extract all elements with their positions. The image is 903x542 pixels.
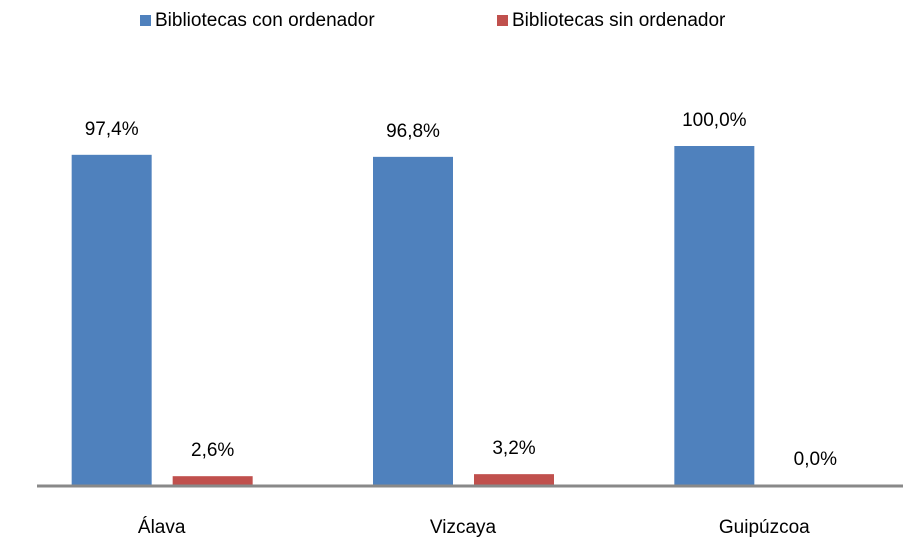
bar [71, 154, 152, 485]
legend-label: Bibliotecas sin ordenador [512, 10, 726, 31]
value-label: 96,8% [386, 121, 440, 142]
value-label: 97,4% [85, 119, 139, 140]
value-label: 100,0% [682, 110, 747, 131]
x-tick-label: Vizcaya [430, 517, 497, 538]
x-tick-label: Guipúzcoa [719, 517, 810, 538]
value-label: 0,0% [794, 449, 837, 470]
legend-swatch [497, 15, 508, 26]
bar [373, 156, 453, 485]
legend-label: Bibliotecas con ordenador [155, 10, 375, 31]
bar [172, 476, 253, 485]
x-tick-label: Álava [138, 517, 186, 538]
bar [474, 474, 554, 485]
bar [674, 146, 755, 485]
legend-swatch [140, 15, 151, 26]
value-label: 2,6% [191, 440, 234, 461]
value-label: 3,2% [492, 438, 535, 459]
